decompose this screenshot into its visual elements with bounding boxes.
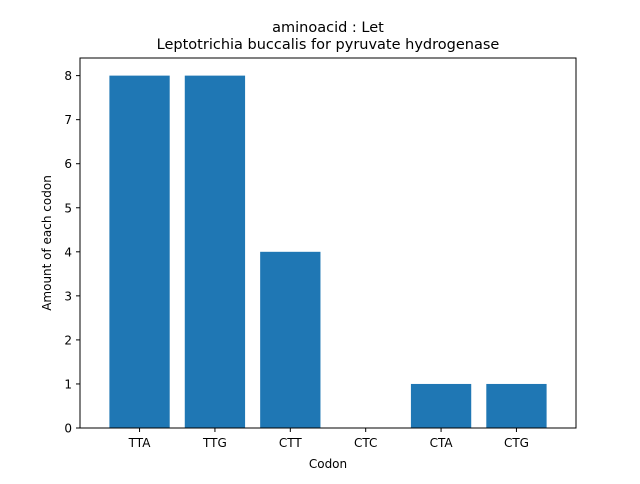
chart-title: aminoacid : Let — [272, 20, 384, 36]
y-tick-label: 4 — [64, 245, 72, 259]
y-tick-label: 2 — [64, 333, 72, 347]
x-tick-label-ctc: CTC — [354, 436, 377, 450]
x-axis: TTA TTG CTT CTC CTA CTG — [128, 428, 529, 450]
x-tick-label-tta: TTA — [128, 436, 152, 450]
y-tick-label: 1 — [64, 377, 72, 391]
bar-ctg — [486, 383, 547, 428]
bar-ctt — [260, 251, 321, 428]
y-tick-label: 6 — [64, 157, 72, 171]
y-tick-label: 0 — [64, 422, 72, 436]
y-axis: 0 1 2 3 4 5 6 7 8 — [64, 69, 80, 436]
x-tick-label-ttg: TTG — [202, 436, 227, 450]
y-tick-label: 8 — [64, 69, 72, 83]
plot-frame — [79, 57, 577, 429]
y-tick-label: 7 — [64, 113, 72, 127]
bar-tta — [109, 75, 170, 428]
y-tick-label: 3 — [64, 289, 72, 303]
chart-subtitle: Leptotrichia buccalis for pyruvate hydro… — [157, 37, 500, 53]
bars-layer — [109, 75, 547, 428]
x-tick-label-ctt: CTT — [279, 436, 302, 450]
bar-cta — [410, 383, 472, 428]
y-tick-label: 5 — [64, 201, 72, 215]
x-tick-label-cta: CTA — [430, 436, 454, 450]
y-axis-label: Amount of each codon — [40, 175, 54, 311]
x-axis-label: Codon — [309, 457, 347, 471]
x-tick-label-ctg: CTG — [504, 436, 529, 450]
bar-ttg — [184, 75, 246, 428]
